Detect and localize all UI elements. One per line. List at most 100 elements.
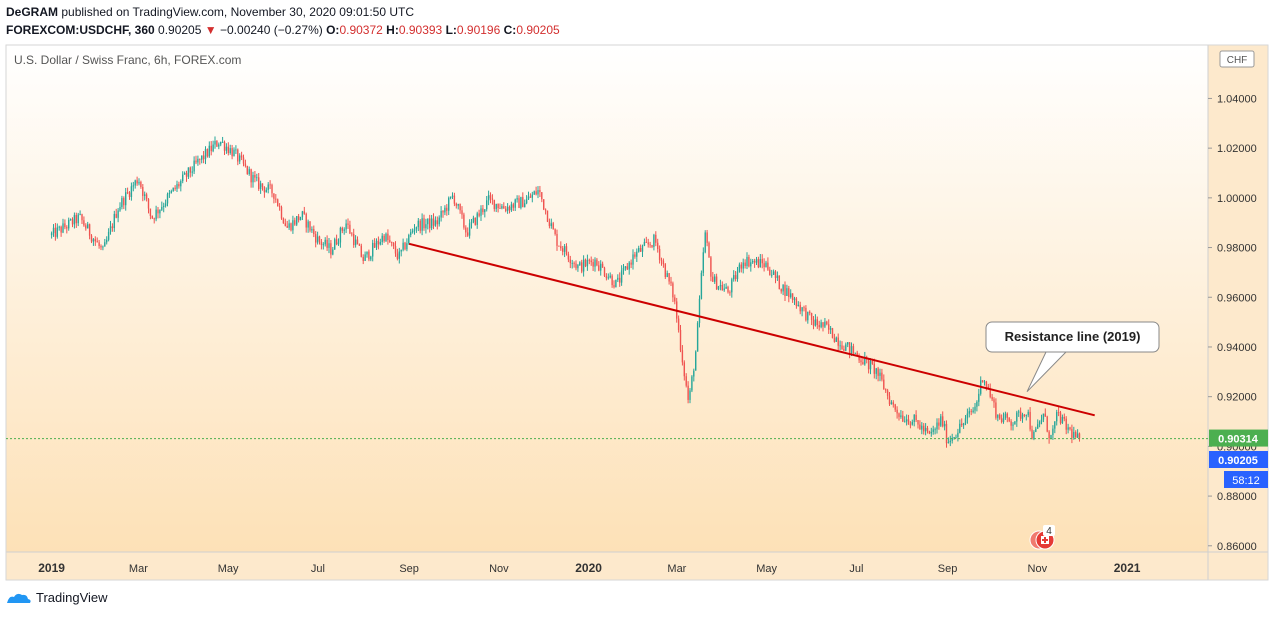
candle-body	[531, 194, 534, 198]
time-axis-area[interactable]	[6, 552, 1208, 580]
candle-body	[187, 167, 190, 177]
candle-body	[636, 251, 638, 257]
candle-body	[1035, 428, 1037, 432]
y-tick-label: 1.00000	[1217, 193, 1257, 205]
candle-body	[446, 207, 448, 211]
candle-body	[1019, 411, 1022, 419]
candle-body	[685, 376, 687, 386]
candle-body	[457, 204, 459, 206]
candle-body	[613, 285, 615, 288]
candle-body	[885, 389, 887, 391]
candle-body	[440, 210, 442, 218]
candle-body	[163, 205, 165, 207]
candle-body	[544, 209, 547, 211]
candle-body	[799, 304, 801, 312]
candle-body	[83, 220, 85, 226]
candle-body	[873, 363, 876, 374]
candle-body	[85, 225, 87, 229]
candle-body	[159, 209, 161, 214]
candle-body	[1075, 432, 1077, 438]
candle-body	[913, 414, 915, 422]
candle-body	[837, 337, 839, 346]
footer-logo[interactable]: TradingView	[6, 590, 108, 605]
candle-body	[708, 242, 710, 258]
candle-body	[862, 362, 864, 365]
candle-body	[1048, 431, 1050, 439]
candle-body	[771, 274, 773, 276]
candle-body	[860, 360, 862, 363]
candle-body	[1006, 413, 1009, 418]
candle-body	[942, 416, 944, 427]
candle-body	[833, 338, 836, 342]
countdown-label: 58:12	[1232, 475, 1260, 487]
candle-body	[64, 223, 66, 228]
candle-body	[438, 217, 440, 225]
candle-body	[256, 177, 258, 179]
candle-body	[1073, 432, 1075, 438]
candle-body	[332, 249, 334, 255]
candle-body	[657, 242, 659, 250]
candle-body	[1040, 419, 1043, 422]
candle-body	[267, 184, 269, 190]
candle-body	[195, 160, 197, 163]
candle-body	[668, 273, 670, 282]
candle-body	[776, 275, 779, 278]
candle-body	[662, 260, 665, 265]
open-label: O:	[326, 23, 340, 37]
candle-body	[271, 184, 273, 194]
candle-body	[877, 368, 879, 376]
candle-body	[689, 390, 691, 400]
candle-body	[959, 423, 961, 433]
candle-body	[693, 370, 695, 377]
candle-body	[223, 141, 226, 151]
candle-body	[472, 217, 475, 222]
candle-body	[822, 322, 824, 327]
candle-body	[453, 195, 456, 204]
price-axis-area[interactable]	[1208, 45, 1268, 580]
candle-body	[790, 293, 792, 298]
candle-body	[803, 307, 805, 309]
candle-body	[565, 246, 568, 255]
candle-body	[562, 248, 564, 252]
candle-body	[180, 181, 182, 187]
candle-body	[493, 199, 496, 210]
candle-body	[571, 262, 573, 264]
candle-body	[172, 187, 174, 192]
candle-body	[738, 264, 741, 272]
candle-body	[421, 218, 423, 231]
candle-body	[581, 262, 583, 272]
candle-body	[786, 288, 788, 296]
chart-header: DeGRAM published on TradingView.com, Nov…	[6, 3, 560, 39]
candle-body	[793, 298, 796, 300]
candle-body	[805, 307, 807, 321]
candle-body	[767, 262, 769, 270]
candle-body	[962, 423, 965, 426]
candle-body	[297, 216, 300, 221]
candle-body	[879, 372, 881, 376]
close-label: C:	[503, 23, 517, 37]
candle-body	[107, 231, 110, 240]
candle-body	[161, 206, 163, 210]
candle-body	[290, 223, 292, 231]
candle-body	[202, 155, 205, 160]
candle-body	[345, 223, 347, 230]
candle-body	[309, 221, 311, 231]
candle-body	[320, 241, 323, 246]
candle-body	[820, 322, 822, 328]
candle-body	[567, 254, 570, 260]
candle-body	[630, 262, 632, 265]
candle-body	[134, 180, 136, 186]
candle-body	[953, 437, 955, 438]
candle-body	[622, 268, 625, 271]
candle-body	[698, 298, 701, 323]
currency-label: CHF	[1227, 55, 1248, 66]
candle-body	[677, 318, 680, 331]
last-price-tag	[1209, 451, 1268, 468]
candle-body	[303, 211, 306, 214]
candle-body	[778, 275, 781, 290]
plot-area[interactable]	[6, 45, 1208, 552]
author-name[interactable]: DeGRAM	[6, 5, 59, 19]
candle-body	[81, 214, 83, 221]
candle-body	[577, 265, 579, 269]
